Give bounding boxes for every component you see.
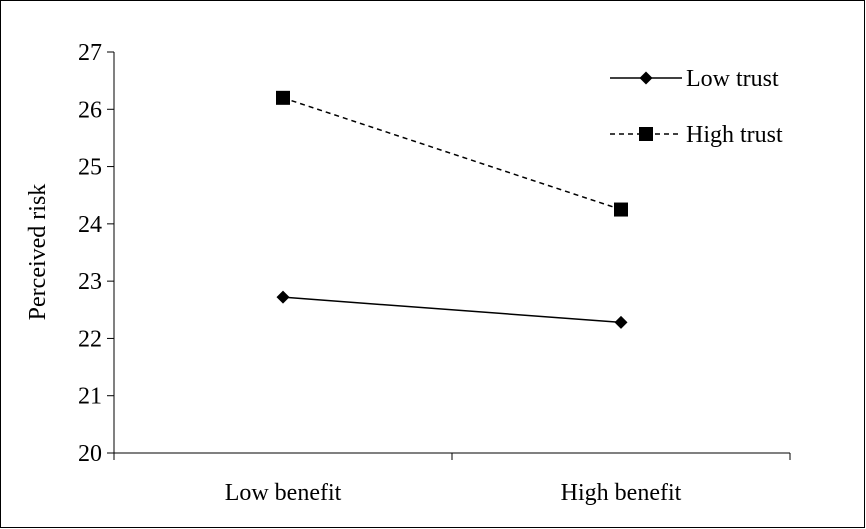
legend: Low trust High trust [610, 66, 783, 148]
x-axis: Low benefit High benefit [113, 452, 791, 506]
data-point [276, 90, 290, 105]
y-tick-label: 25 [78, 155, 102, 181]
y-tick-label: 22 [78, 326, 102, 352]
y-tick-label: 20 [78, 441, 102, 467]
y-tick-label: 27 [78, 40, 102, 66]
series-line [282, 296, 622, 324]
data-point [614, 315, 628, 329]
data-point [614, 202, 628, 217]
x-tick-group: Low benefit High benefit [113, 453, 791, 506]
y-tick-group: 20 21 22 23 24 25 26 27 [78, 40, 114, 467]
y-tick-label: 24 [78, 212, 102, 238]
legend-label: Low trust [686, 66, 779, 92]
legend-marker [639, 127, 653, 141]
legend-marker [639, 71, 653, 85]
y-tick-label: 23 [78, 269, 102, 295]
series-layer [276, 90, 628, 329]
y-tick-label: 26 [78, 97, 102, 123]
legend-item: Low trust [610, 66, 779, 92]
y-axis: 20 21 22 23 24 25 26 27 [78, 40, 115, 467]
legend-item: High trust [610, 122, 783, 148]
y-axis-title: Perceived risk [25, 184, 51, 321]
series-high-trust [276, 90, 628, 217]
legend-label: High trust [686, 122, 783, 148]
series-low-trust [276, 290, 628, 329]
data-point [276, 290, 290, 304]
y-tick-label: 21 [78, 384, 102, 410]
x-category-label: High benefit [561, 480, 682, 506]
x-category-label: Low benefit [225, 480, 342, 506]
